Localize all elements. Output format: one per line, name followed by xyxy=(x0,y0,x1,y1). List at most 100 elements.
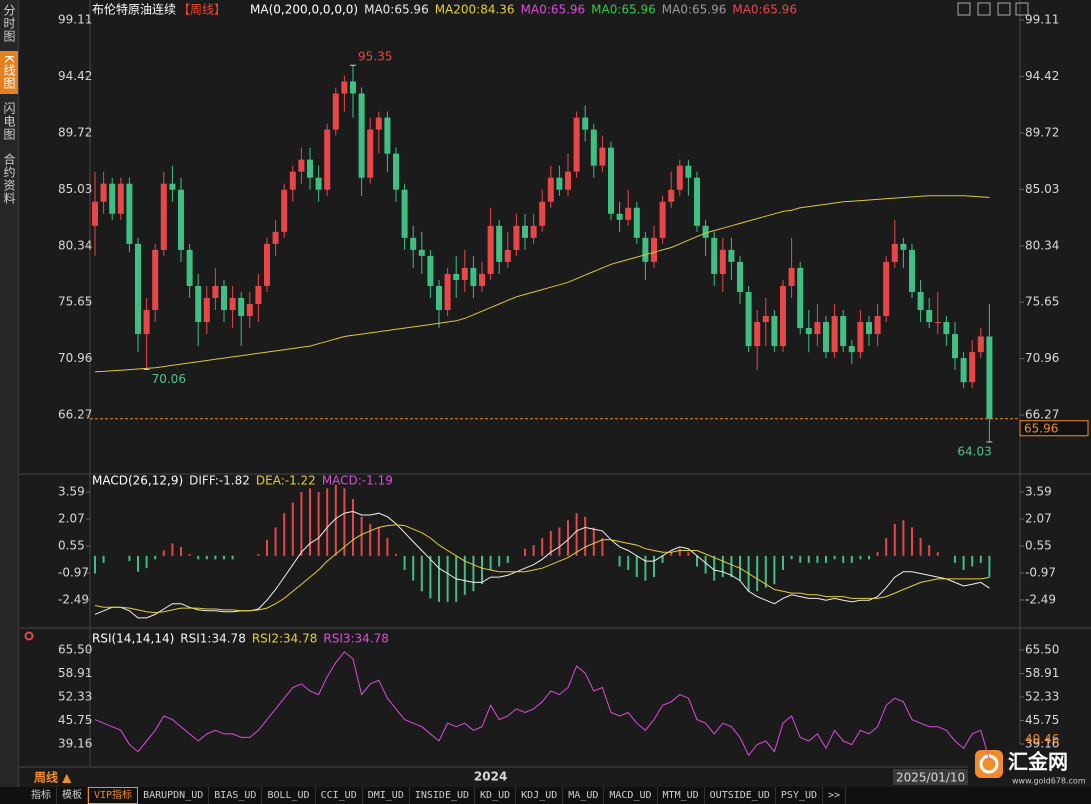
macd-line xyxy=(94,524,990,614)
y-tick-label-right: 45.75 xyxy=(1025,713,1059,727)
macd-bar xyxy=(524,548,526,556)
candle-body xyxy=(969,352,976,383)
macd-bar xyxy=(266,539,268,556)
y-tick-label: 45.75 xyxy=(58,713,92,727)
candle-body xyxy=(178,189,184,250)
candle-body xyxy=(384,117,391,154)
macd-bar xyxy=(395,554,397,556)
macd-bar xyxy=(893,523,896,556)
candle-body xyxy=(100,183,107,202)
sidebar-tab[interactable]: K线图 xyxy=(0,51,18,94)
icon[interactable] xyxy=(1015,2,1029,16)
toolbar-tab[interactable]: KDJ_UD xyxy=(516,787,564,804)
toolbar-tab[interactable]: 模板 xyxy=(57,787,88,804)
y-tick-label-right: 75.65 xyxy=(1025,295,1059,309)
macd-bar xyxy=(291,502,294,556)
legend-text: MA0:65.96 xyxy=(364,3,429,17)
macd-bar xyxy=(979,555,982,563)
candle-body xyxy=(152,249,159,311)
candle-body xyxy=(762,316,769,323)
y-tick-label-right: 80.34 xyxy=(1025,238,1059,252)
icon[interactable] xyxy=(977,2,991,16)
toolbar-tab[interactable]: KD_UD xyxy=(475,787,517,804)
candle-body xyxy=(418,249,425,256)
macd-bar xyxy=(145,555,148,569)
macd-bar xyxy=(773,555,776,585)
candle-body xyxy=(599,147,606,166)
macd-bar xyxy=(919,538,922,556)
legend-text: 【周线】 xyxy=(178,3,226,17)
legend-text: RSI(14,14,14) xyxy=(92,632,174,646)
candle-body xyxy=(298,159,305,172)
candle-body xyxy=(221,285,227,311)
y-tick-label: 94.42 xyxy=(58,69,92,83)
candle-body xyxy=(590,129,597,166)
toolbar-tab[interactable]: BARUPDN_UD xyxy=(138,787,210,804)
icon[interactable] xyxy=(997,2,1011,16)
macd-bar xyxy=(575,513,578,556)
sidebar: 分时图 K线图闪电图合约资料 xyxy=(0,0,19,787)
sidebar-tab[interactable]: 合约资料 xyxy=(2,152,16,205)
y-tick-label: 99.11 xyxy=(58,13,92,27)
macd-bar xyxy=(205,555,208,560)
candle-body xyxy=(960,358,967,383)
toolbar-tab[interactable]: 指标 xyxy=(26,787,57,804)
macd-bar xyxy=(911,527,913,556)
toolbar-tab[interactable]: CCI_UD xyxy=(316,787,363,804)
macd-bar xyxy=(696,555,698,567)
macd-bar xyxy=(481,555,483,585)
macd-bar xyxy=(678,548,681,556)
y-tick-label-right: 89.72 xyxy=(1025,125,1059,139)
candle-body xyxy=(616,213,623,220)
candle-body xyxy=(874,316,881,335)
macd-bar xyxy=(627,555,630,570)
candle-body xyxy=(126,183,133,244)
legend-text: MA0:65.96 xyxy=(521,3,586,17)
macd-bar xyxy=(988,555,991,577)
y-tick-label: 89.72 xyxy=(58,125,92,139)
candle-body xyxy=(461,267,468,280)
candle-body xyxy=(694,177,700,226)
macd-bar xyxy=(171,543,174,556)
candle-body xyxy=(909,249,915,292)
background xyxy=(0,0,1091,787)
candle-body xyxy=(719,249,726,274)
candle-body xyxy=(246,304,253,317)
period-button[interactable]: 周线 ▲ xyxy=(34,770,72,785)
macd-bar xyxy=(317,491,320,556)
window-icons[interactable] xyxy=(957,2,1029,16)
macd-bar xyxy=(936,552,939,556)
toolbar-tab[interactable]: MACD_UD xyxy=(604,787,658,804)
toolbar-tab[interactable]: BOLL_UD xyxy=(262,787,316,804)
sidebar-tab[interactable]: 分时图 xyxy=(2,4,16,43)
macd-bar xyxy=(532,545,535,556)
y-tick-label: 52.33 xyxy=(58,690,92,704)
macd-bar xyxy=(558,527,561,556)
candle-body xyxy=(436,285,442,311)
toolbar-tab[interactable]: PSY_UD xyxy=(776,787,823,804)
macd-bar xyxy=(102,555,105,563)
y-tick-label-right: 0.55 xyxy=(1025,539,1052,553)
macd-bar xyxy=(730,555,733,578)
candle-body xyxy=(883,261,890,317)
toolbar-tab[interactable]: MTM_UD xyxy=(658,787,705,804)
toolbar-tab[interactable]: VIP指标 xyxy=(88,787,139,804)
candle-body xyxy=(410,237,417,250)
sidebar-tab[interactable]: 闪电图 xyxy=(2,101,16,141)
candle-body xyxy=(289,171,296,190)
candle-body xyxy=(582,117,589,130)
candle-body xyxy=(487,225,494,274)
toolbar-tab[interactable]: MA_UD xyxy=(563,787,605,804)
toolbar-tab[interactable]: BIAS_UD xyxy=(209,787,263,804)
macd-bar xyxy=(971,555,974,567)
toolbar-tab[interactable]: >> xyxy=(823,787,847,804)
toolbar-tab[interactable]: DMI_UD xyxy=(363,787,410,804)
y-tick-label: 75.65 xyxy=(58,295,92,309)
toolbar-tab[interactable]: INSIDE_UD xyxy=(410,787,476,804)
macd-bar xyxy=(842,555,845,563)
candle-body xyxy=(840,316,847,347)
toolbar-tab[interactable]: OUTSIDE_UD xyxy=(705,787,776,804)
candle-body xyxy=(539,201,546,226)
icon[interactable] xyxy=(957,2,971,16)
